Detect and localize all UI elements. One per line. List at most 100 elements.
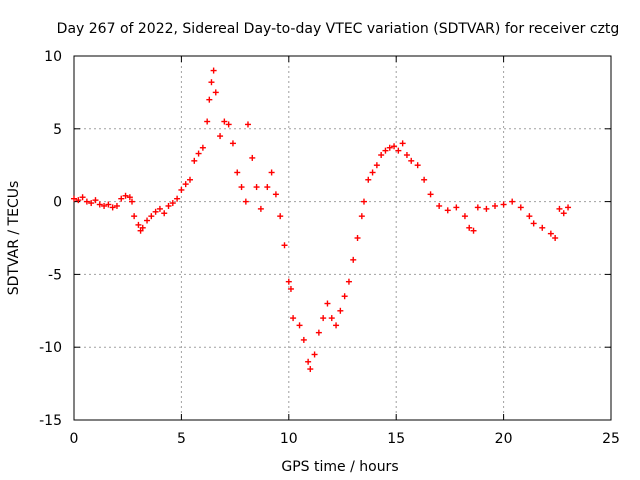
data-point (182, 181, 189, 188)
data-point (225, 121, 232, 128)
data-point (358, 213, 365, 220)
data-point (300, 336, 307, 343)
data-point (199, 144, 206, 151)
data-point (165, 202, 172, 209)
data-point (210, 67, 217, 74)
data-point (113, 202, 120, 209)
data-point (92, 197, 99, 204)
data-point (328, 315, 335, 322)
data-point (427, 191, 434, 198)
data-point (421, 176, 428, 183)
data-point (386, 144, 393, 151)
data-point (315, 329, 322, 336)
data-point (287, 285, 294, 292)
data-point (414, 162, 421, 169)
data-point (453, 204, 460, 211)
data-point (539, 224, 546, 231)
data-point (277, 213, 284, 220)
data-point (365, 176, 372, 183)
data-point (131, 213, 138, 220)
data-point (79, 194, 86, 201)
data-point (88, 200, 95, 207)
data-point (324, 300, 331, 307)
data-point (83, 198, 90, 205)
data-point (96, 201, 103, 208)
data-point (470, 227, 477, 234)
data-point (311, 351, 318, 358)
data-point (560, 210, 567, 217)
x-tick-label: 10 (280, 431, 298, 447)
data-point (509, 198, 516, 205)
axis-ticks: 0 5 10 15 20 25 -15 -10 -5 0 5 10 (39, 49, 620, 447)
data-point (161, 210, 168, 217)
data-point (186, 176, 193, 183)
data-point (492, 202, 499, 209)
data-point (139, 224, 146, 231)
data-point (212, 89, 219, 96)
data-point (403, 152, 410, 159)
data-point (272, 191, 279, 198)
data-point (500, 201, 507, 208)
data-point (408, 157, 415, 164)
data-point (238, 184, 245, 191)
data-point (395, 147, 402, 154)
data-point (253, 184, 260, 191)
data-point (391, 143, 398, 150)
data-point (195, 150, 202, 157)
data-point (436, 202, 443, 209)
data-point (530, 220, 537, 227)
data-point (169, 200, 176, 207)
y-tick-label: -5 (48, 267, 62, 283)
x-tick-label: 20 (495, 431, 513, 447)
data-point (257, 205, 264, 212)
data-point (296, 322, 303, 329)
data-point (333, 322, 340, 329)
data-point (556, 205, 563, 212)
data-point (461, 213, 468, 220)
data-point (526, 213, 533, 220)
data-point (178, 186, 185, 193)
data-point (148, 213, 155, 220)
data-point (264, 184, 271, 191)
data-point (373, 162, 380, 169)
data-point (305, 358, 312, 365)
data-point (320, 315, 327, 322)
y-tick-label: 10 (44, 49, 62, 65)
data-point (206, 96, 213, 103)
data-point (474, 204, 481, 211)
data-point (382, 147, 389, 154)
plot-frame (73, 55, 612, 421)
data-point (204, 118, 211, 125)
data-point (281, 242, 288, 249)
x-tick-label: 5 (177, 431, 186, 447)
data-point (152, 208, 159, 215)
y-tick-label: -10 (39, 340, 62, 356)
chart-title: Day 267 of 2022, Sidereal Day-to-day VTE… (57, 21, 620, 37)
grid-lines (74, 56, 611, 420)
data-point (156, 205, 163, 212)
data-point (144, 217, 151, 224)
data-point (345, 278, 352, 285)
x-axis-label: GPS time / hours (281, 459, 398, 475)
x-tick-label: 25 (602, 431, 620, 447)
data-points (71, 67, 572, 373)
data-point (285, 278, 292, 285)
x-tick-label: 0 (70, 431, 79, 447)
y-tick-label: 0 (53, 195, 62, 211)
data-point (350, 256, 357, 263)
data-point (244, 121, 251, 128)
data-point (135, 221, 142, 228)
data-point (109, 204, 116, 211)
data-point (242, 198, 249, 205)
data-point (360, 198, 367, 205)
data-point (399, 140, 406, 147)
data-point (354, 235, 361, 241)
data-point (71, 195, 77, 202)
data-point (268, 169, 275, 176)
x-tick-label: 15 (387, 431, 405, 447)
data-point (126, 194, 133, 201)
data-point (547, 230, 554, 237)
data-point (483, 205, 490, 212)
data-point (307, 366, 314, 373)
